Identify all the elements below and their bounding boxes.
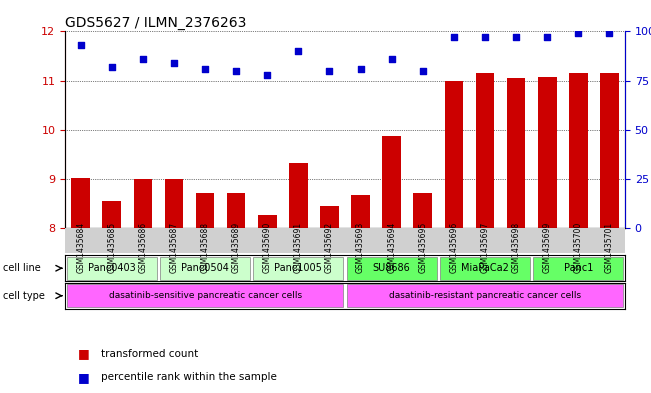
Point: [417, 68, 428, 74]
Point: [262, 72, 273, 78]
Text: Panc0403: Panc0403: [88, 263, 135, 273]
Bar: [102, 201, 121, 228]
FancyBboxPatch shape: [66, 284, 344, 307]
Text: cell type: cell type: [3, 290, 45, 301]
Point: [573, 30, 583, 37]
Point: [480, 34, 490, 40]
Point: [324, 68, 335, 74]
Point: [107, 64, 117, 70]
Point: [137, 56, 148, 62]
FancyBboxPatch shape: [253, 257, 344, 280]
Text: SU8686: SU8686: [373, 263, 411, 273]
Bar: [476, 73, 494, 228]
FancyBboxPatch shape: [66, 257, 157, 280]
Text: Panc1: Panc1: [564, 263, 593, 273]
Bar: [165, 179, 184, 228]
Text: cell line: cell line: [3, 263, 41, 273]
Text: dasatinib-resistant pancreatic cancer cells: dasatinib-resistant pancreatic cancer ce…: [389, 291, 581, 300]
FancyBboxPatch shape: [533, 257, 624, 280]
Bar: [227, 193, 245, 228]
Bar: [196, 193, 214, 228]
Bar: [72, 178, 90, 228]
Bar: [258, 215, 277, 228]
Bar: [445, 81, 464, 228]
Text: transformed count: transformed count: [101, 349, 198, 359]
Point: [542, 34, 553, 40]
Text: ■: ■: [78, 371, 90, 384]
Bar: [320, 206, 339, 228]
Point: [200, 66, 210, 72]
Point: [511, 34, 521, 40]
Point: [76, 42, 86, 48]
FancyBboxPatch shape: [346, 257, 437, 280]
Text: MiaPaCa2: MiaPaCa2: [461, 263, 509, 273]
Point: [355, 66, 366, 72]
Bar: [506, 78, 525, 228]
Point: [604, 30, 615, 37]
Text: Panc1005: Panc1005: [275, 263, 322, 273]
Point: [449, 34, 459, 40]
Bar: [352, 195, 370, 228]
Text: dasatinib-sensitive pancreatic cancer cells: dasatinib-sensitive pancreatic cancer ce…: [109, 291, 301, 300]
Text: ■: ■: [78, 347, 90, 360]
Bar: [600, 73, 618, 228]
Text: percentile rank within the sample: percentile rank within the sample: [101, 372, 277, 382]
FancyBboxPatch shape: [160, 257, 250, 280]
Point: [293, 48, 303, 54]
Bar: [133, 179, 152, 228]
Bar: [382, 136, 401, 228]
Point: [169, 60, 179, 66]
Bar: [538, 77, 557, 228]
Text: GDS5627 / ILMN_2376263: GDS5627 / ILMN_2376263: [65, 16, 247, 30]
Bar: [569, 73, 588, 228]
FancyBboxPatch shape: [346, 284, 624, 307]
Bar: [413, 193, 432, 228]
Text: Panc0504: Panc0504: [181, 263, 229, 273]
Bar: [289, 163, 308, 228]
FancyBboxPatch shape: [440, 257, 530, 280]
Point: [387, 56, 397, 62]
Point: [231, 68, 242, 74]
